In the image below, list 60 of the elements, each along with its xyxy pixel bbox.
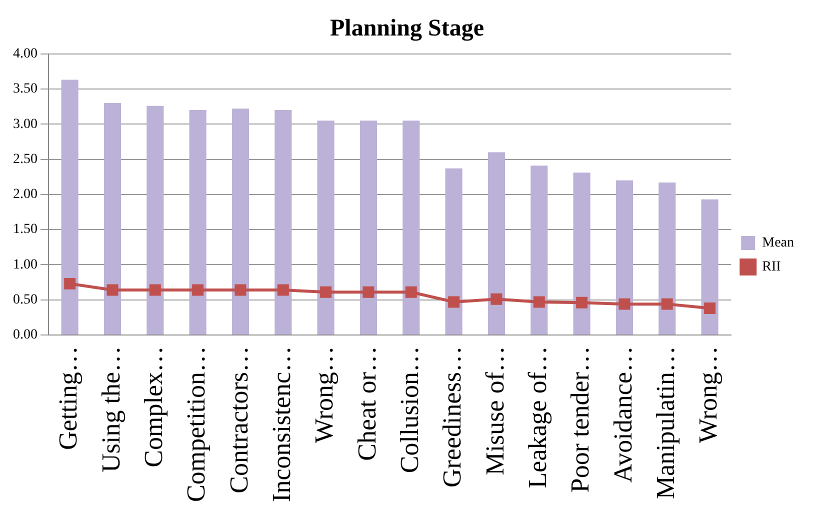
x-tick-label: Wrong… bbox=[310, 346, 339, 444]
bar bbox=[402, 120, 420, 334]
point bbox=[320, 286, 332, 298]
y-tick-label: 4.00 bbox=[13, 46, 38, 62]
point bbox=[576, 296, 588, 308]
chart-title: Planning Stage bbox=[330, 16, 484, 42]
bar bbox=[274, 110, 292, 334]
y-tick-label: 2.50 bbox=[13, 152, 38, 167]
point bbox=[149, 284, 161, 296]
y-tick-label: 0.50 bbox=[13, 292, 38, 308]
x-tick-label: Leakage of… bbox=[522, 346, 552, 488]
x-tick-label: Inconsistenc… bbox=[266, 346, 296, 502]
y-tick-label: 1.50 bbox=[13, 222, 38, 238]
point bbox=[192, 284, 204, 296]
x-tick-label: Wrong… bbox=[694, 346, 723, 444]
x-tick-label: Poor tender… bbox=[566, 346, 595, 493]
point bbox=[64, 278, 76, 290]
x-tick-label: Misuse of… bbox=[480, 346, 510, 476]
y-tick-label: 2.00 bbox=[13, 187, 38, 202]
bar bbox=[189, 110, 206, 334]
bar bbox=[573, 172, 590, 334]
y-tick-label: 3.00 bbox=[13, 116, 38, 132]
y-tick-label: 3.50 bbox=[13, 82, 38, 97]
bar bbox=[104, 103, 122, 334]
bar bbox=[360, 120, 378, 334]
bar bbox=[445, 168, 462, 334]
bar bbox=[488, 152, 506, 334]
bar bbox=[530, 166, 548, 334]
bar bbox=[146, 106, 164, 334]
point bbox=[405, 286, 417, 298]
x-tick-label: Manipulatin… bbox=[650, 346, 680, 500]
bar bbox=[61, 80, 78, 334]
legend-label: Mean bbox=[762, 236, 794, 251]
x-tick-label: Contractors… bbox=[224, 346, 254, 494]
point bbox=[106, 284, 118, 296]
y-tick-label: 0.00 bbox=[13, 328, 38, 343]
point bbox=[533, 296, 545, 308]
x-tick-label: Greediness… bbox=[438, 346, 467, 488]
point bbox=[234, 284, 246, 296]
point bbox=[448, 296, 460, 308]
x-tick-label: Using the… bbox=[96, 346, 126, 472]
bar bbox=[658, 182, 676, 334]
point bbox=[661, 298, 673, 310]
x-tick-label: Getting… bbox=[54, 346, 83, 450]
bar bbox=[616, 180, 633, 334]
point bbox=[704, 302, 716, 314]
x-tick-label: Complex… bbox=[138, 346, 168, 468]
point bbox=[277, 284, 289, 296]
point bbox=[362, 286, 374, 298]
y-tick-label: 1.00 bbox=[13, 257, 38, 272]
x-tick-label: Cheat or… bbox=[352, 346, 382, 461]
point bbox=[618, 298, 630, 310]
bar bbox=[701, 199, 718, 334]
x-tick-label: Avoidance… bbox=[608, 346, 638, 483]
x-tick-label: Collusion… bbox=[394, 346, 424, 474]
bar bbox=[232, 108, 250, 334]
legend-label: RII bbox=[762, 260, 782, 275]
x-tick-label: Competition… bbox=[182, 346, 211, 502]
point bbox=[490, 293, 502, 305]
bar bbox=[317, 120, 334, 334]
